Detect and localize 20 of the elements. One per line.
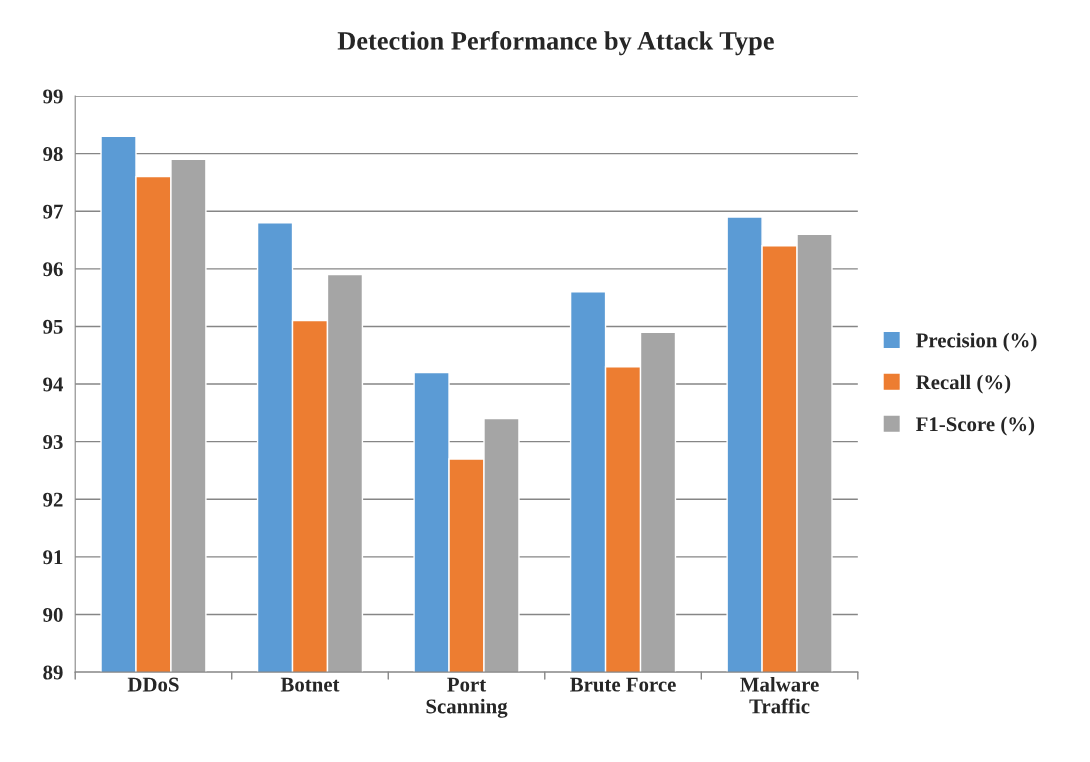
x-tick-label: Botnet: [280, 677, 340, 692]
y-tick-label: 94: [43, 377, 64, 392]
y-tick-label: 95: [43, 319, 63, 334]
legend-label: F1-Score (%): [916, 416, 1035, 436]
x-tick-label: Malware Traffic: [740, 676, 819, 714]
y-tick-label: 97: [43, 204, 63, 219]
chart-title: Detection Performance by Attack Type: [337, 30, 774, 56]
y-tick-label: 99: [43, 89, 63, 104]
x-tick-label: Brute Force: [570, 677, 676, 692]
y-tick-label: 90: [43, 607, 63, 622]
x-tick-label: Port Scanning: [426, 677, 508, 718]
y-tick-label: 91: [43, 550, 63, 565]
y-tick-label: 92: [43, 492, 63, 507]
y-tick-label: 89: [43, 665, 63, 680]
y-tick-label: 96: [43, 262, 63, 277]
x-tick-label: DDoS: [127, 677, 179, 692]
legend-label: Recall (%): [916, 374, 1011, 394]
y-tick-label: 98: [43, 146, 63, 162]
y-tick-label: 93: [43, 435, 63, 450]
legend-label: Precision (%): [916, 332, 1037, 352]
